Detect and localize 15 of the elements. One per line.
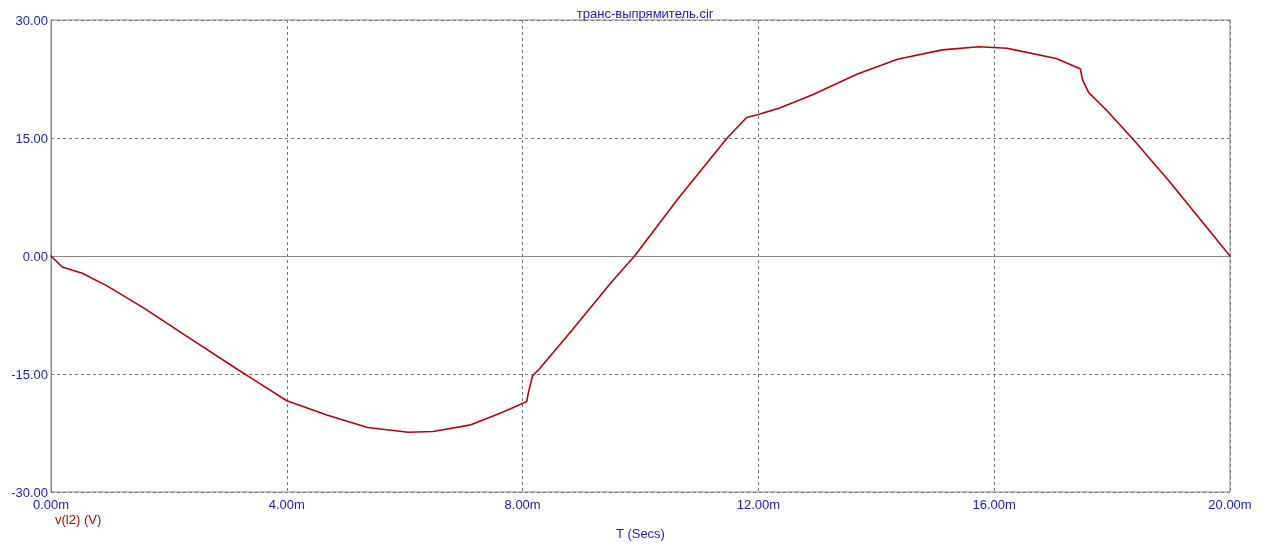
line-series <box>50 45 1231 434</box>
x-tick-label: 8.00m <box>504 497 541 512</box>
y-tick-label: 0.00 <box>22 248 48 264</box>
x-tick-label: 16.00m <box>972 497 1016 512</box>
y-tick-label: 15.00 <box>15 130 48 146</box>
x-tick-label: 12.00m <box>736 497 781 512</box>
y-tick-label: -15.00 <box>11 366 48 382</box>
y-tick-label: -30.00 <box>11 484 48 500</box>
x-axis-title: T (Secs) <box>616 526 665 541</box>
x-tick-label: 20.00m <box>1208 497 1252 512</box>
x-tick-label: 4.00m <box>268 497 305 512</box>
x-tick-label: 0.00m <box>32 497 70 512</box>
chart-title: транс-выпрямитель.cir <box>576 6 714 21</box>
y-tick-label: 30.00 <box>15 12 48 28</box>
text: v(l2) (V) <box>55 511 102 527</box>
